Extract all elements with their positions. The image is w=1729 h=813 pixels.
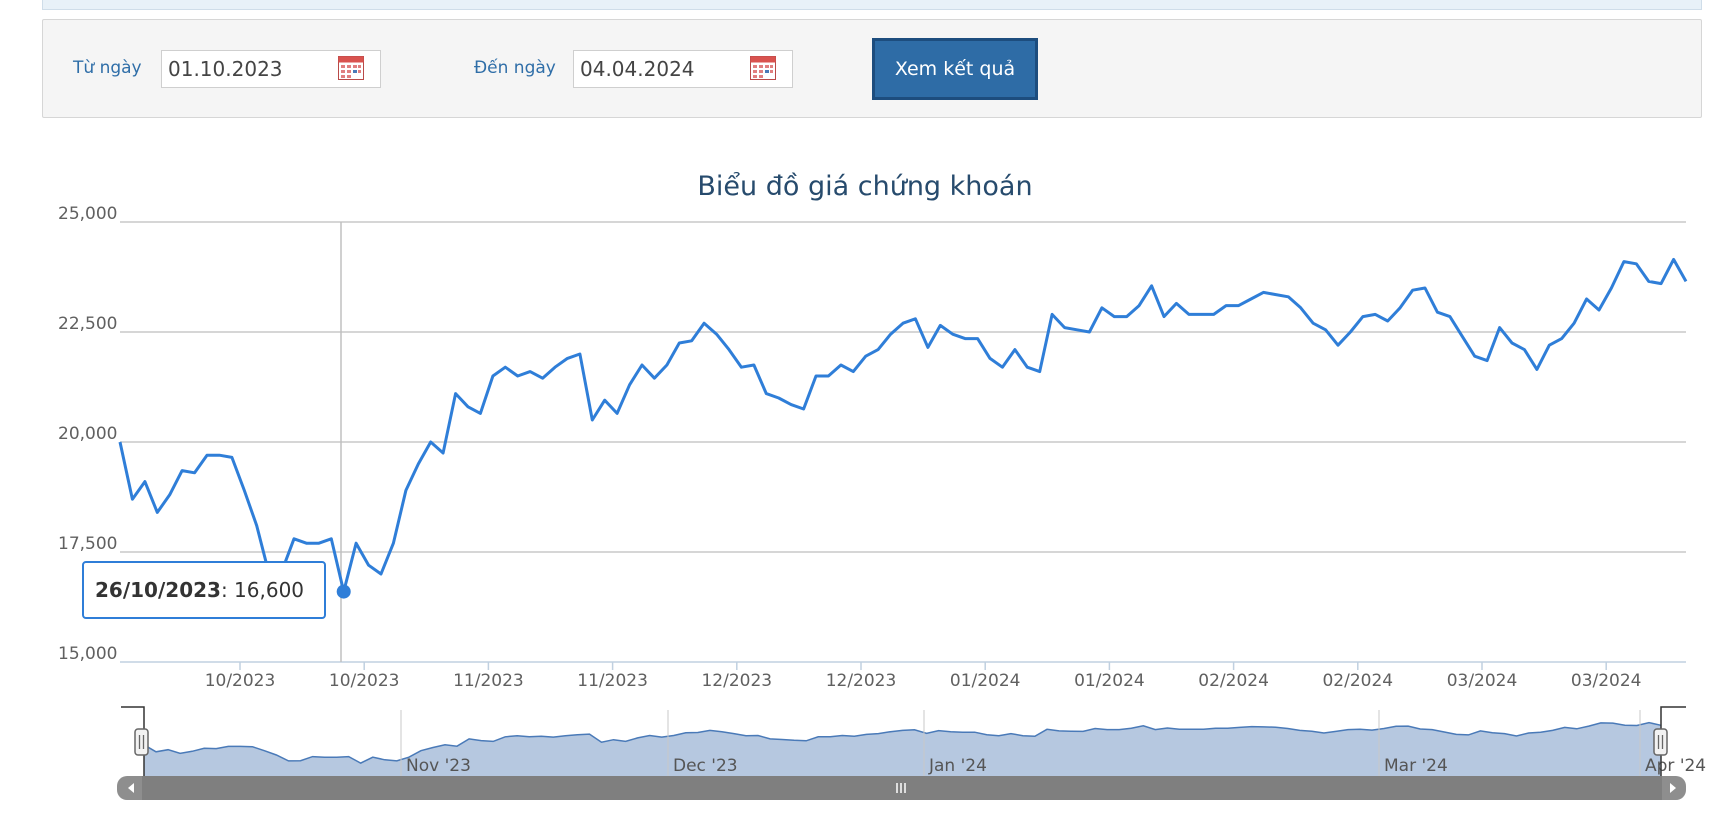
scrollbar-thumb[interactable]: [142, 776, 1662, 800]
tooltip: 26/10/2023: 16,600: [82, 561, 326, 619]
navigator-label: Mar '24: [1384, 756, 1448, 776]
navigator-grid: [400, 710, 1641, 777]
x-tick-label: 01/2024: [950, 671, 1021, 691]
calendar-icon[interactable]: [750, 56, 776, 80]
chart-title: Biểu đồ giá chứng khoán: [697, 171, 1032, 202]
navigator-label: Apr '24: [1645, 756, 1706, 776]
navigator-right-handle[interactable]: [1653, 728, 1668, 756]
x-tick-label: 02/2024: [1322, 671, 1393, 691]
tooltip-value: 16,600: [234, 578, 304, 602]
grip-icon: [896, 783, 906, 793]
top-panel-edge: [42, 0, 1702, 10]
x-tick-label: 12/2023: [701, 671, 772, 691]
svg-text:26/10/2023: 16,600: 26/10/2023: 16,600: [95, 578, 304, 602]
y-tick-label: 22,500: [58, 314, 117, 334]
x-tick-label: 02/2024: [1198, 671, 1269, 691]
x-tick-label: 10/2023: [329, 671, 400, 691]
to-date-label: Đến ngày: [474, 58, 556, 78]
x-tick-label: 11/2023: [453, 671, 524, 691]
navigator-area: [144, 722, 1661, 777]
x-axis-ticks: 10/2023 10/2023 11/2023 11/2023 12/2023 12/20…: [205, 662, 1642, 691]
tooltip-date: 26/10/2023: [95, 578, 221, 602]
navigator-left-handle[interactable]: [134, 728, 149, 756]
y-tick-label: 20,000: [58, 424, 117, 444]
navigator-label: Nov '23: [406, 756, 471, 776]
x-tick-label: 03/2024: [1571, 671, 1642, 691]
x-tick-label: 10/2023: [205, 671, 276, 691]
y-tick-label: 25,000: [58, 204, 117, 224]
price-series-line[interactable]: [118, 257, 1688, 594]
y-axis-ticks: 15,000 17,500 20,000 22,500 25,000: [58, 204, 117, 664]
x-tick-label: 01/2024: [1074, 671, 1145, 691]
scrollbar[interactable]: [117, 776, 1686, 800]
grid-lines: [120, 221, 1686, 663]
from-date-label: Từ ngày: [73, 58, 142, 78]
arrow-right-icon[interactable]: [1670, 783, 1676, 793]
navigator-label: Jan '24: [928, 756, 987, 776]
navigator[interactable]: Nov '23 Dec '23 Jan '24 Mar '24 Apr '24: [120, 706, 1706, 777]
y-tick-label: 15,000: [58, 644, 117, 664]
arrow-left-icon[interactable]: [128, 783, 134, 793]
x-tick-label: 03/2024: [1447, 671, 1518, 691]
navigator-line: [143, 721, 1662, 764]
calendar-icon[interactable]: [338, 56, 364, 80]
highlight-point[interactable]: [336, 584, 351, 599]
x-tick-label: 12/2023: [826, 671, 897, 691]
x-tick-label: 11/2023: [577, 671, 648, 691]
to-date-input[interactable]: 04.04.2024: [573, 50, 793, 88]
navigator-label: Dec '23: [673, 756, 738, 776]
view-results-button[interactable]: Xem kết quả: [872, 38, 1038, 100]
y-tick-label: 17,500: [58, 534, 117, 554]
